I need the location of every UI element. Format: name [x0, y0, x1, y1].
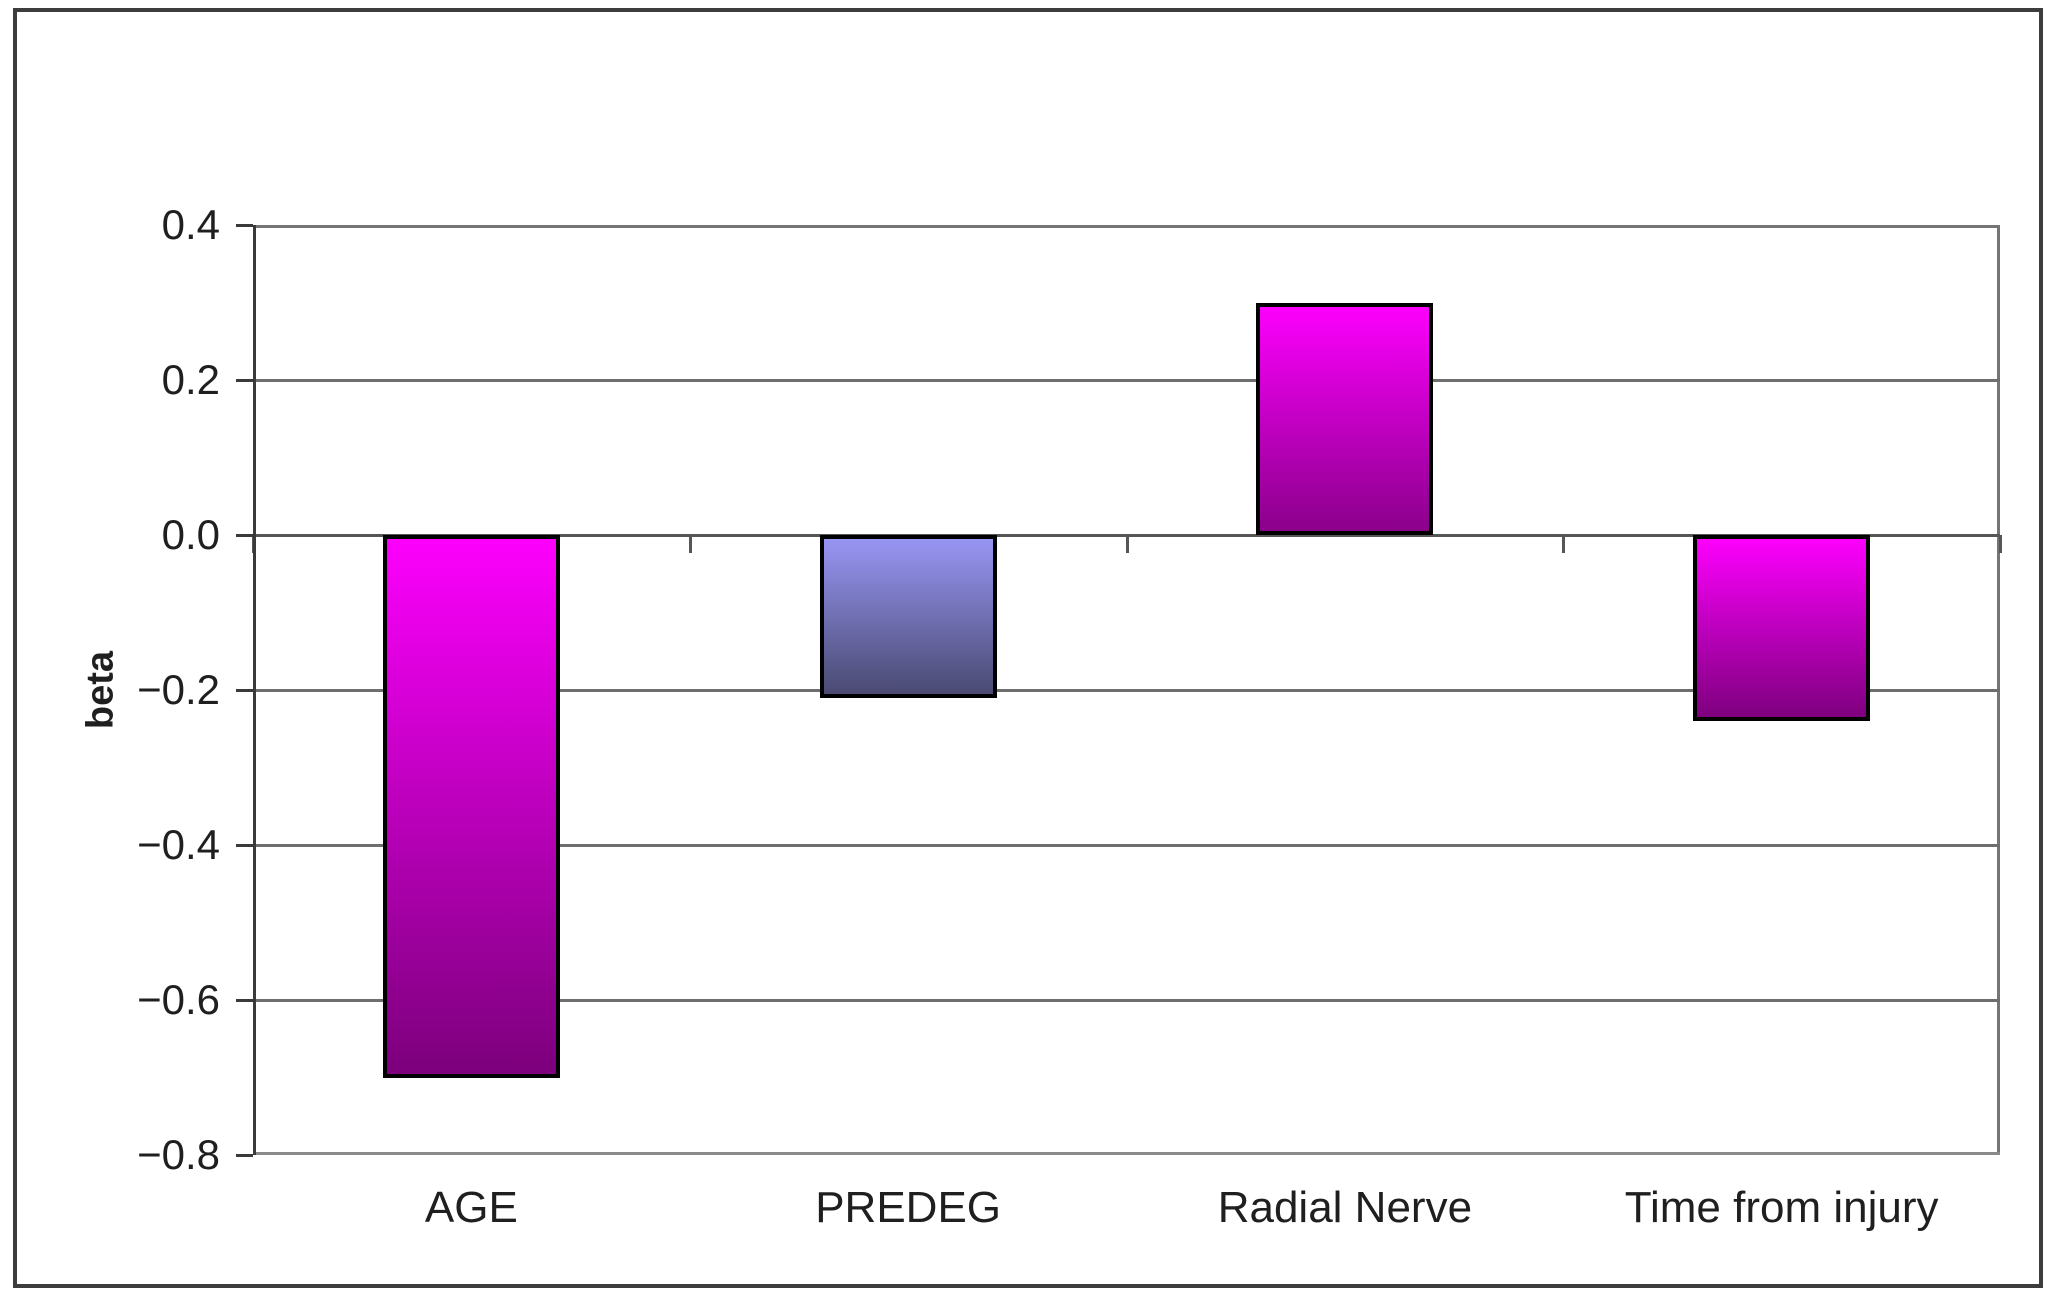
- figure-border: [13, 8, 2043, 1288]
- y-axis-line: [253, 225, 256, 1155]
- category-boundary-tick: [688, 535, 692, 553]
- category-label: Radial Nerve: [1217, 1183, 1473, 1232]
- bar: [819, 535, 997, 698]
- y-tick-label: −0.4: [137, 821, 220, 868]
- bar: [1256, 302, 1434, 535]
- y-axis-tickmark: [236, 379, 253, 382]
- y-axis-tickmark: [236, 1154, 253, 1157]
- category-label: Time from injury: [1624, 1183, 1939, 1232]
- plot-frame-top: [253, 225, 2000, 228]
- y-axis-tickmark: [236, 999, 253, 1002]
- y-axis-tickmark: [236, 844, 253, 847]
- bar: [1693, 535, 1871, 721]
- gridline: [253, 379, 2000, 382]
- category-label: PREDEG: [815, 1183, 1002, 1232]
- y-tick-label: −0.2: [137, 666, 220, 713]
- bar: [382, 535, 560, 1078]
- category-boundary-tick: [1562, 535, 1566, 553]
- y-axis-tickmark: [236, 224, 253, 227]
- category-label: AGE: [424, 1183, 518, 1232]
- y-tick-label: −0.8: [137, 1131, 220, 1178]
- y-tick-label: 0.0: [161, 511, 220, 558]
- y-tick-label: −0.6: [137, 976, 220, 1023]
- plot-frame-bottom: [253, 1152, 2000, 1155]
- y-tick-label: 0.2: [161, 356, 220, 403]
- category-boundary-tick: [1999, 535, 2002, 553]
- plot-area: [236, 224, 2002, 1157]
- y-axis-tickmark: [236, 534, 253, 537]
- gridline: [253, 844, 2000, 847]
- gridline: [253, 689, 2000, 692]
- category-boundary-tick: [1125, 535, 1129, 553]
- y-axis-tickmark: [236, 689, 253, 692]
- gridline: [253, 999, 2000, 1002]
- y-tick-label: 0.4: [161, 201, 220, 248]
